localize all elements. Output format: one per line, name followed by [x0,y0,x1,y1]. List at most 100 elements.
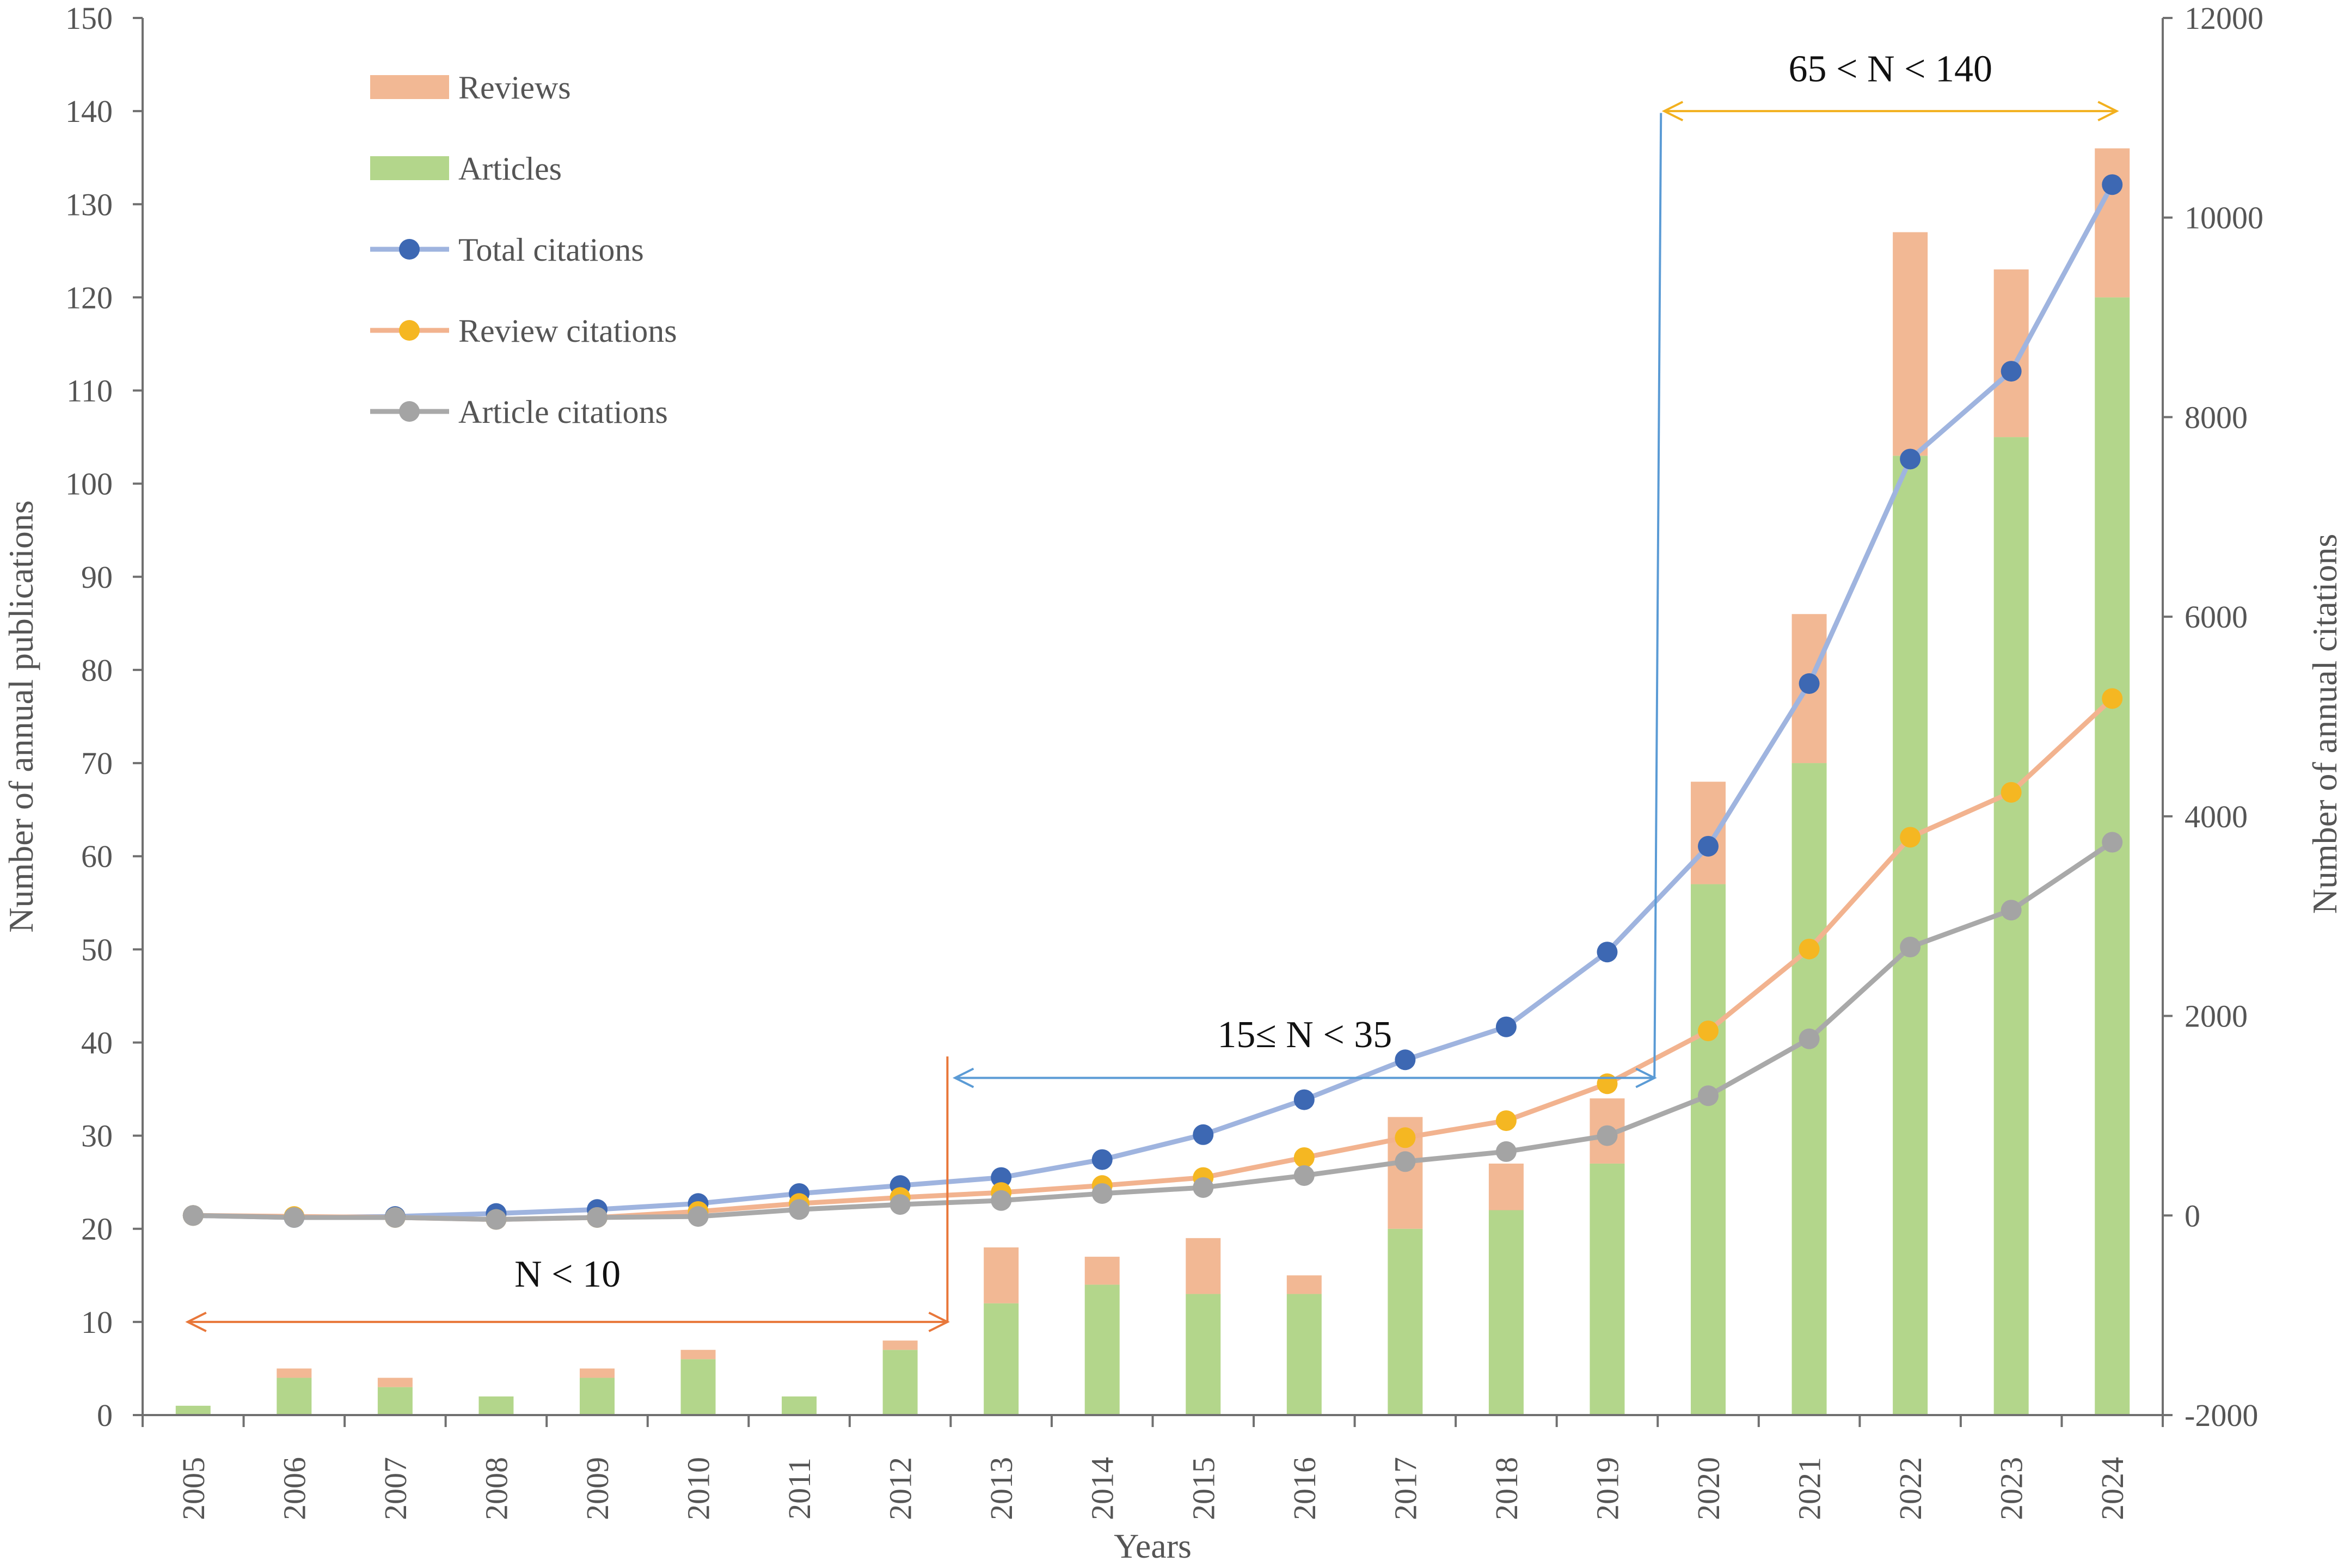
legend-reviews-label: Reviews [458,70,571,106]
annotation-15le-n-lt-35-head-right [1635,1067,1657,1089]
point-total-citations-2024 [2102,174,2123,195]
x-tick-label-2011: 2011 [782,1458,817,1520]
bar-articles-2021 [1791,763,1827,1415]
x-tick-label-2009: 2009 [580,1457,615,1520]
point-review-citations-2023 [2001,782,2022,803]
lines-layer [182,174,2123,1230]
bar-articles-2013 [984,1303,1019,1415]
bar-articles-2008 [478,1396,514,1415]
point-article-citations-2024 [2102,832,2123,853]
point-article-citations-2013 [991,1190,1012,1211]
x-tick-label-2021: 2021 [1792,1457,1827,1520]
bar-articles-2009 [579,1378,615,1415]
point-review-citations-2024 [2102,688,2123,709]
point-review-citations-2019 [1597,1073,1618,1094]
point-review-citations-2016 [1293,1147,1315,1168]
legend-review-citations-swatch-marker [399,320,420,341]
bar-articles-2011 [782,1396,817,1415]
right-tick-label-10000: 10000 [2185,200,2263,236]
annotation-15le-n-lt-35-label: 15≤ N < 35 [1217,1014,1392,1056]
x-tick-label-2016: 2016 [1287,1457,1322,1520]
annotation-15le-n-lt-35-connector [1653,113,1662,1078]
bar-articles-2019 [1590,1163,1625,1415]
left-tick-label-140: 140 [65,94,113,129]
right-axis-title: Number of annual citations [2305,534,2344,914]
x-tick-label-2012: 2012 [883,1457,918,1520]
legend-article-citations-label: Article citations [458,394,668,430]
right-tick-label--2000: -2000 [2185,1398,2258,1433]
annotation-15le-n-lt-35-head-left [952,1067,974,1089]
left-tick-label-10: 10 [81,1305,113,1340]
bar-articles-2006 [277,1378,312,1415]
bar-reviews-2009 [579,1368,615,1378]
point-article-citations-2005 [182,1205,204,1226]
bar-articles-2014 [1084,1284,1120,1415]
bar-articles-2005 [175,1405,211,1415]
bar-articles-2023 [1993,437,2029,1415]
x-tick-label-2020: 2020 [1691,1457,1726,1520]
point-article-citations-2021 [1799,1028,1820,1049]
point-article-citations-2018 [1495,1141,1517,1162]
point-article-citations-2019 [1597,1125,1618,1146]
point-article-citations-2009 [586,1207,608,1228]
point-article-citations-2014 [1091,1183,1113,1204]
left-tick-label-100: 100 [65,466,113,502]
right-tick-label-8000: 8000 [2185,399,2248,435]
annotation-65-lt-n-lt-140-head-left [1661,101,1684,121]
x-tick-label-2007: 2007 [378,1457,413,1520]
bar-articles-2020 [1691,884,1726,1415]
point-total-citations-2015 [1193,1124,1214,1145]
legend-total-citations-swatch-marker [399,239,420,260]
bar-articles-2010 [680,1359,716,1415]
right-tick-label-2000: 2000 [2185,999,2248,1034]
left-tick-label-50: 50 [81,932,113,967]
bar-reviews-2006 [277,1368,312,1378]
annotation-n-lt-10-head-left [185,1312,207,1332]
x-tick-label-2024: 2024 [2095,1457,2130,1520]
bar-reviews-2018 [1488,1163,1524,1210]
point-total-citations-2019 [1597,942,1618,963]
right-tick-label-4000: 4000 [2185,799,2248,834]
left-axis-title: Number of annual publications [2,500,40,932]
point-total-citations-2016 [1293,1089,1315,1110]
point-review-citations-2017 [1395,1127,1416,1148]
point-review-citations-2022 [1900,827,1921,848]
bar-articles-2015 [1186,1294,1221,1415]
point-total-citations-2022 [1900,448,1921,470]
left-tick-label-0: 0 [97,1398,113,1433]
left-tick-label-20: 20 [81,1212,113,1247]
bar-articles-2016 [1286,1294,1322,1415]
point-total-citations-2018 [1495,1016,1517,1037]
x-tick-label-2023: 2023 [1994,1457,2029,1520]
right-tick-label-12000: 12000 [2185,1,2263,36]
left-tick-label-30: 30 [81,1118,113,1154]
bar-articles-2022 [1893,456,1928,1415]
bar-articles-2018 [1488,1210,1524,1415]
x-tick-label-2022: 2022 [1893,1457,1928,1520]
annotation-n-lt-10-label: N < 10 [514,1253,621,1295]
point-review-citations-2018 [1495,1110,1517,1132]
legend-reviews-swatch [370,75,449,99]
legend-article-citations-swatch-marker [399,401,420,422]
point-article-citations-2008 [486,1209,507,1230]
bar-reviews-2010 [680,1350,716,1360]
x-tick-label-2013: 2013 [984,1457,1019,1520]
bar-articles-2024 [2095,297,2130,1416]
bar-articles-2012 [882,1350,918,1415]
left-tick-label-40: 40 [81,1025,113,1060]
annotation-65-lt-n-lt-140-head-right [2097,101,2119,121]
left-tick-label-120: 120 [65,280,113,315]
x-tick-label-2017: 2017 [1388,1457,1423,1520]
point-review-citations-2021 [1799,938,1820,960]
x-tick-label-2018: 2018 [1489,1457,1524,1520]
x-tick-label-2008: 2008 [478,1457,514,1520]
bar-articles-2007 [377,1387,413,1415]
x-tick-label-2015: 2015 [1186,1457,1221,1520]
point-review-citations-2020 [1698,1020,1719,1042]
point-total-citations-2017 [1395,1049,1416,1071]
point-article-citations-2011 [789,1199,810,1220]
x-tick-label-2006: 2006 [277,1457,312,1520]
